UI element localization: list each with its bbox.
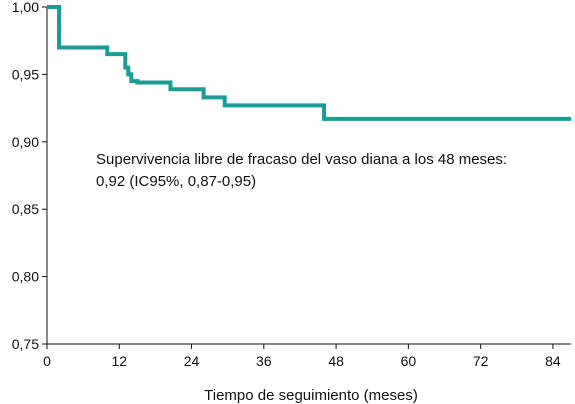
y-ticks: 0,75 0,80 0,85 0,90 0,95 1,00 <box>12 0 47 352</box>
y-tick-label: 0,85 <box>12 201 39 217</box>
y-tick-label: 0,95 <box>12 66 39 82</box>
x-tick-label: 72 <box>473 353 489 369</box>
annotation-line-2: 0,92 (IC95%, 0,87-0,95) <box>96 173 256 190</box>
x-tick-label: 60 <box>401 353 417 369</box>
x-ticks: 0 12 24 36 48 60 72 84 <box>43 344 561 369</box>
x-tick-label: 36 <box>256 353 272 369</box>
x-tick-label: 0 <box>43 353 51 369</box>
x-tick-label: 12 <box>111 353 127 369</box>
survival-step-line <box>47 5 571 121</box>
y-tick-label: 0,75 <box>12 336 39 352</box>
y-tick-label: 1,00 <box>12 0 39 15</box>
x-axis-title: Tiempo de seguimiento (meses) <box>204 387 418 404</box>
x-tick-label: 24 <box>184 353 200 369</box>
annotation-line-1: Supervivencia libre de fracaso del vaso … <box>96 151 507 168</box>
axes <box>46 7 571 345</box>
y-tick-label: 0,80 <box>12 269 39 285</box>
y-tick-label: 0,90 <box>12 134 39 150</box>
x-tick-label: 48 <box>328 353 344 369</box>
x-tick-label: 84 <box>545 353 561 369</box>
